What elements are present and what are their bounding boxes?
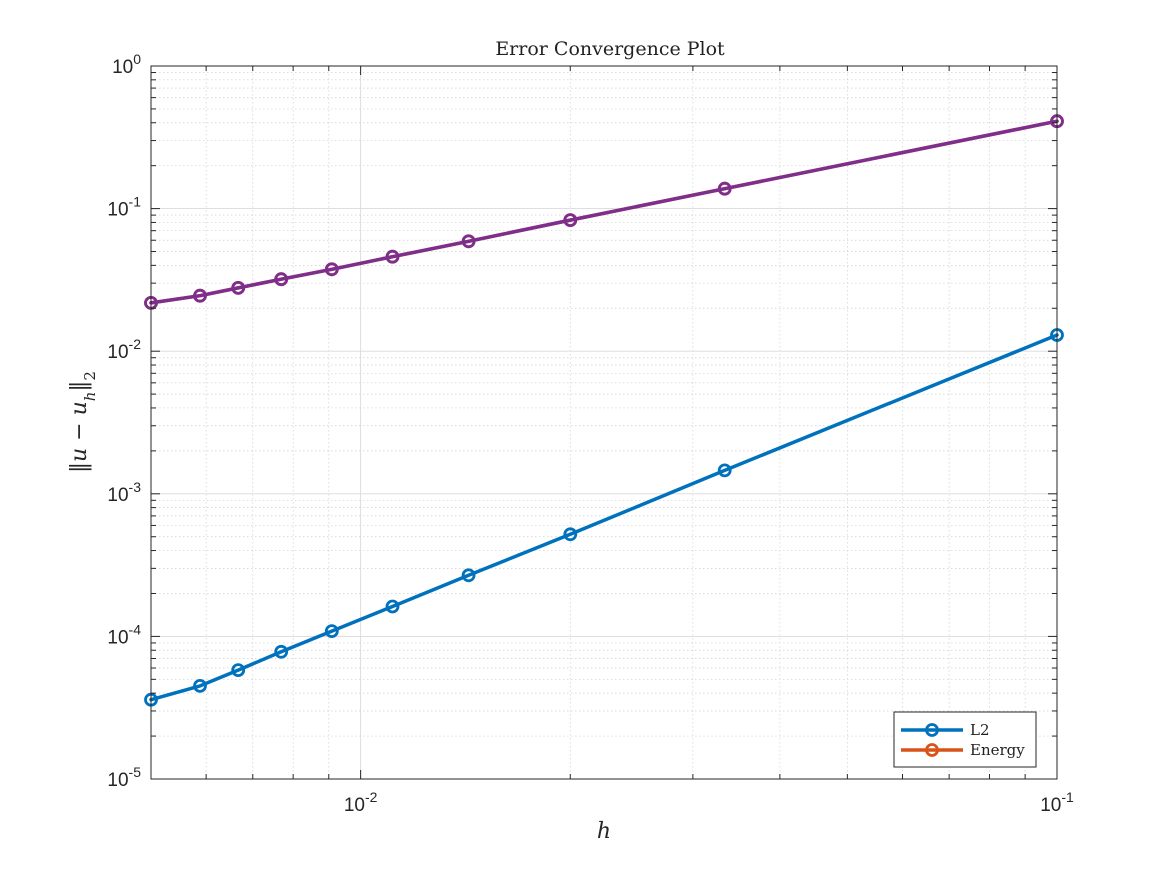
y-tick-label: 10-3 [107, 479, 141, 506]
plot-background [151, 66, 1057, 779]
series-line [149, 333, 1059, 702]
data-point-marker [385, 599, 400, 614]
plot-frame [150, 65, 1058, 780]
y-tick-label: 10-2 [107, 336, 141, 363]
y-tick-label-base: 10 [107, 485, 128, 506]
data-point-marker [193, 679, 207, 693]
y-tick-label-exponent: -3 [129, 479, 142, 495]
x-tick-label-base: 10 [344, 795, 365, 816]
series-line [149, 119, 1059, 305]
y-tick-label-exponent: -4 [129, 621, 142, 637]
y-axis-label: ‖u − uh‖2 [67, 371, 99, 473]
data-point-marker [274, 644, 289, 659]
grid-lines [150, 65, 1058, 780]
data-point-marker [717, 463, 732, 478]
data-point-marker [461, 234, 476, 249]
data-point-marker [274, 272, 289, 287]
data-point-marker [717, 181, 732, 196]
x-tick-label-exponent: -1 [1061, 789, 1074, 805]
y-tick-label-base: 10 [112, 57, 133, 78]
y-tick-label: 100 [112, 51, 141, 78]
y-tick-label-base: 10 [107, 627, 128, 648]
series-overlay [144, 114, 1064, 310]
y-tick-label-base: 10 [107, 342, 128, 363]
data-point-marker [563, 527, 578, 542]
data-point-marker [563, 213, 578, 228]
data-point-marker [231, 280, 246, 295]
y-axis-label-norm-open: ‖u − u [67, 401, 92, 473]
y-axis-label-subscript-h: h [81, 392, 99, 402]
x-tick-label-exponent: -2 [365, 789, 378, 805]
legend-box [893, 711, 1037, 768]
plot-area [144, 65, 1064, 780]
legend-item: Energy [901, 741, 1025, 759]
y-tick-label: 10-4 [107, 621, 141, 648]
axis-ticks [150, 65, 1058, 780]
data-point-marker [461, 568, 476, 583]
legend: L2 Energy [893, 711, 1037, 768]
legend-label: Energy [970, 741, 1025, 759]
data-point-marker [193, 288, 207, 303]
x-tick-label: 10-1 [1040, 789, 1074, 816]
x-tick-labels: 10-2 10-1 [344, 789, 1074, 816]
y-axis-label-subscript-2: 2 [81, 371, 99, 381]
data-point-marker [324, 624, 339, 638]
y-tick-label-base: 10 [107, 770, 128, 791]
y-tick-label: 10-1 [107, 194, 141, 221]
y-axis-label-norm-close: ‖ [67, 381, 92, 392]
data-point-marker [324, 262, 339, 277]
legend-swatch-marker [925, 723, 939, 737]
y-tick-label-base: 10 [107, 200, 128, 221]
y-tick-label: 10-5 [107, 764, 141, 791]
legend-label: L2 [970, 721, 990, 739]
y-tick-label-exponent: -2 [129, 336, 142, 352]
y-tick-label-exponent: -1 [129, 194, 142, 210]
x-tick-label: 10-2 [344, 789, 378, 816]
x-axis-label: h [597, 819, 611, 844]
data-point-marker [385, 249, 400, 264]
x-tick-label-base: 10 [1040, 795, 1061, 816]
data-point-marker [231, 663, 246, 677]
y-tick-label-exponent: 0 [133, 51, 141, 67]
y-tick-label-exponent: -5 [129, 764, 142, 780]
legend-items: L2 Energy [901, 721, 1025, 759]
legend-swatch-marker [925, 743, 939, 757]
data-series [144, 114, 1064, 707]
legend-item: L2 [901, 721, 990, 739]
chart-title: Error Convergence Plot [495, 38, 725, 60]
